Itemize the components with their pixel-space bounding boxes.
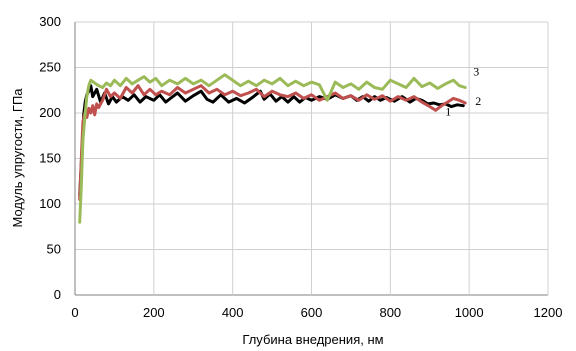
tick-labels: 0 50 100 150 200 250 300 0 200 400 600 800 1000 1200 bbox=[39, 14, 562, 320]
x-tick-label: 1200 bbox=[534, 305, 563, 320]
series-label-2: 2 bbox=[475, 94, 481, 108]
series-label-3: 3 bbox=[473, 65, 479, 79]
grid-lines bbox=[74, 21, 549, 296]
y-axis-title: Модуль упругости, ГПа bbox=[10, 88, 25, 228]
y-tick-label: 50 bbox=[47, 242, 61, 257]
y-tick-label: 300 bbox=[39, 14, 61, 29]
x-tick-label: 0 bbox=[71, 305, 78, 320]
x-axis-title: Глубина внедрения, нм bbox=[242, 332, 383, 347]
x-tick-label: 400 bbox=[222, 305, 244, 320]
y-tick-label: 100 bbox=[39, 196, 61, 211]
y-tick-label: 150 bbox=[39, 151, 61, 166]
data-series bbox=[78, 73, 467, 224]
y-tick-label: 250 bbox=[39, 60, 61, 75]
x-tick-label: 200 bbox=[143, 305, 165, 320]
y-tick-label: 200 bbox=[39, 105, 61, 120]
x-tick-label: 1000 bbox=[455, 305, 484, 320]
series-line-3 bbox=[78, 73, 467, 224]
series-labels: 1 2 3 bbox=[445, 65, 481, 119]
series-line-1 bbox=[78, 84, 465, 197]
x-tick-label: 600 bbox=[301, 305, 323, 320]
series-line-2 bbox=[78, 84, 467, 201]
series-label-1: 1 bbox=[445, 105, 451, 119]
y-tick-label: 0 bbox=[54, 287, 61, 302]
x-tick-label: 800 bbox=[379, 305, 401, 320]
